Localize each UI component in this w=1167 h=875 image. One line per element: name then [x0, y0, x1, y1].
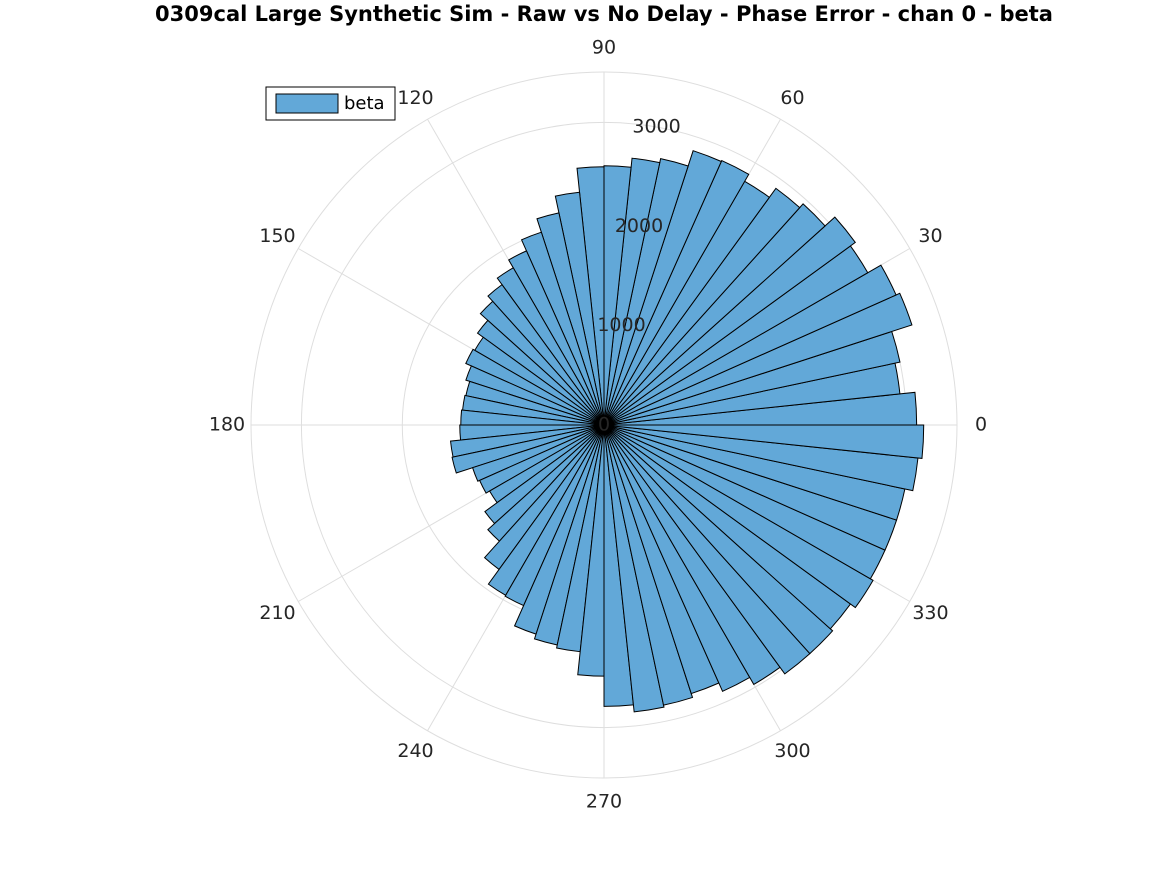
- bar: [471, 424, 605, 482]
- legend: beta: [265, 86, 396, 121]
- bar: [476, 319, 605, 426]
- bar: [603, 424, 925, 459]
- bar: [603, 264, 897, 426]
- r-tick-label: 1000: [597, 314, 645, 336]
- bar: [603, 203, 826, 426]
- legend-swatch: [275, 93, 339, 114]
- chart-title: 0309cal Large Synthetic Sim - Raw vs No …: [155, 2, 1053, 26]
- r-tick-label: 0: [598, 414, 610, 436]
- theta-tick-label: 240: [397, 740, 433, 762]
- theta-tick-label: 180: [209, 414, 245, 436]
- bar: [478, 424, 605, 494]
- bar: [487, 283, 605, 426]
- bar: [603, 165, 632, 426]
- bar: [603, 187, 801, 426]
- theta-tick-label: 0: [975, 414, 987, 436]
- theta-tick-label: 30: [918, 225, 942, 247]
- bar: [479, 300, 605, 426]
- bar: [496, 267, 605, 426]
- theta-tick-label: 150: [259, 225, 295, 247]
- theta-tick-label: 90: [592, 37, 616, 59]
- bar: [603, 216, 857, 426]
- theta-tick-label: 120: [397, 87, 433, 109]
- bar: [603, 424, 694, 706]
- bar: [603, 157, 661, 426]
- bar: [603, 158, 689, 426]
- bar: [603, 292, 913, 426]
- bar: [603, 424, 874, 609]
- theta-tick-label: 210: [259, 602, 295, 624]
- bar: [520, 231, 605, 426]
- r-tick-label: 3000: [632, 116, 680, 138]
- bar: [465, 348, 605, 426]
- theta-tick-label: 330: [912, 602, 948, 624]
- bar: [603, 159, 750, 426]
- bar: [465, 365, 605, 426]
- theta-tick-label: 270: [586, 791, 622, 813]
- theta-tick-label: 300: [774, 740, 810, 762]
- r-tick-label: 2000: [615, 215, 663, 237]
- theta-tick-label: 60: [780, 87, 804, 109]
- bar: [603, 150, 722, 426]
- bar: [603, 424, 834, 655]
- legend-label: beta: [344, 93, 385, 114]
- bar: [508, 250, 605, 426]
